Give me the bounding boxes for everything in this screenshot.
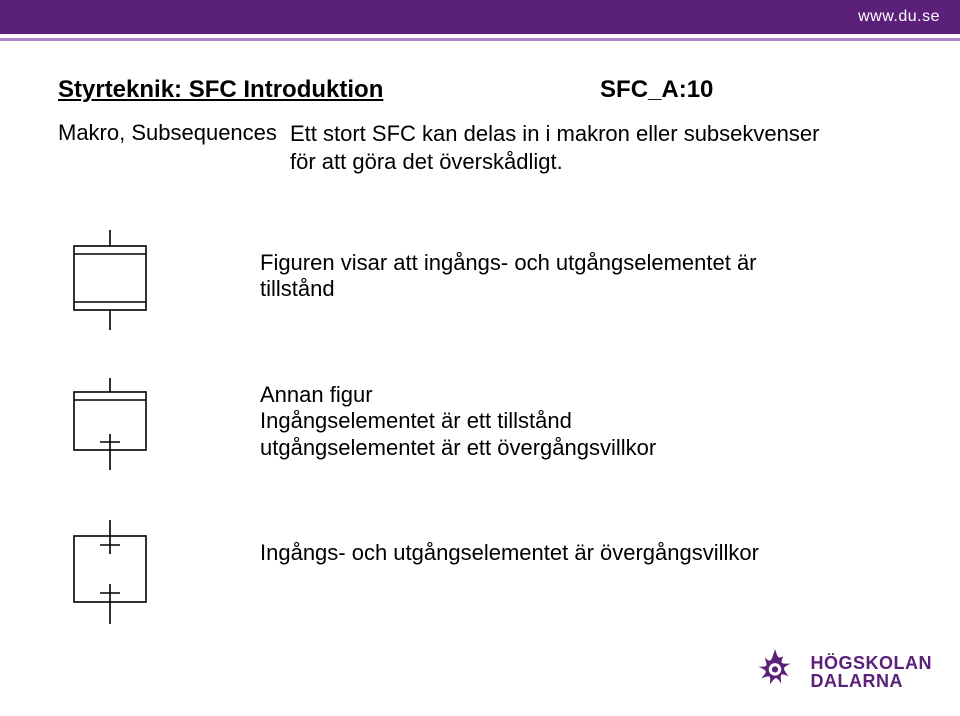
subheading: Makro, Subsequences: [58, 120, 277, 146]
figure-state-to-transition: [68, 378, 152, 470]
figure-state-to-state: [68, 230, 152, 330]
logo-line1: HÖGSKOLAN: [811, 654, 933, 672]
logo: HÖGSKOLAN DALARNA: [749, 646, 933, 698]
top-url: www.du.se: [858, 8, 940, 26]
figure-state-to-state-text: Figuren visar att ingångs- och utgångsel…: [260, 250, 760, 303]
logo-text: HÖGSKOLAN DALARNA: [811, 654, 933, 690]
figure-transition-to-transition-text: Ingångs- och utgångselementet är övergån…: [260, 540, 760, 566]
sfc-symbol-icon: [68, 230, 152, 330]
sfc-symbol-icon: [68, 378, 152, 470]
heading-title: Styrteknik: SFC Introduktion: [58, 76, 383, 103]
heading-code: SFC_A:10: [600, 76, 713, 103]
star-icon: [749, 646, 801, 698]
logo-line2: DALARNA: [811, 672, 933, 690]
figure-state-to-transition-text: Annan figurIngångselementet är ett tills…: [260, 382, 760, 461]
sfc-symbol-icon: [68, 520, 152, 624]
top-thinbar: [0, 38, 960, 41]
page-heading: Styrteknik: SFC Introduktion SFC_A:10: [58, 76, 713, 104]
figure-transition-to-transition: [68, 520, 152, 624]
top-bar: www.du.se: [0, 0, 960, 34]
intro-text: Ett stort SFC kan delas in i makron elle…: [290, 120, 850, 175]
